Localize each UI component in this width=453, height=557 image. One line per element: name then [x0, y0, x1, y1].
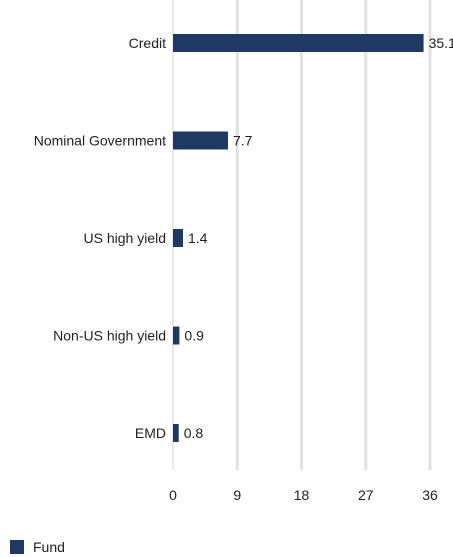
- x-tick-label: 0: [169, 487, 177, 503]
- data-label: 35.1: [429, 35, 453, 51]
- x-tick-label: 9: [233, 487, 241, 503]
- bar: [173, 229, 183, 247]
- category-label: EMD: [135, 425, 166, 441]
- legend-swatch: [10, 540, 24, 554]
- legend: Fund: [10, 537, 65, 557]
- x-tick-label: 18: [294, 487, 310, 503]
- data-label: 0.8: [184, 425, 204, 441]
- data-label: 0.9: [184, 328, 204, 344]
- bar-chart: 0 9 18 27 36 Credit 35.1 Nominal Government 7.7 U…: [34, 0, 453, 503]
- data-label: 1.4: [188, 230, 208, 246]
- x-tick-label: 27: [358, 487, 374, 503]
- bar: [173, 131, 228, 150]
- category-label: US high yield: [84, 230, 167, 246]
- x-tick-label: 36: [422, 487, 438, 503]
- category-label: Nominal Government: [34, 133, 166, 149]
- category-label: Credit: [129, 35, 166, 51]
- data-label: 7.7: [233, 133, 253, 149]
- bar: [173, 326, 180, 345]
- category-label: Non-US high yield: [53, 328, 166, 344]
- legend-label: Fund: [33, 539, 65, 555]
- bar: [173, 34, 424, 52]
- bar: [173, 424, 179, 442]
